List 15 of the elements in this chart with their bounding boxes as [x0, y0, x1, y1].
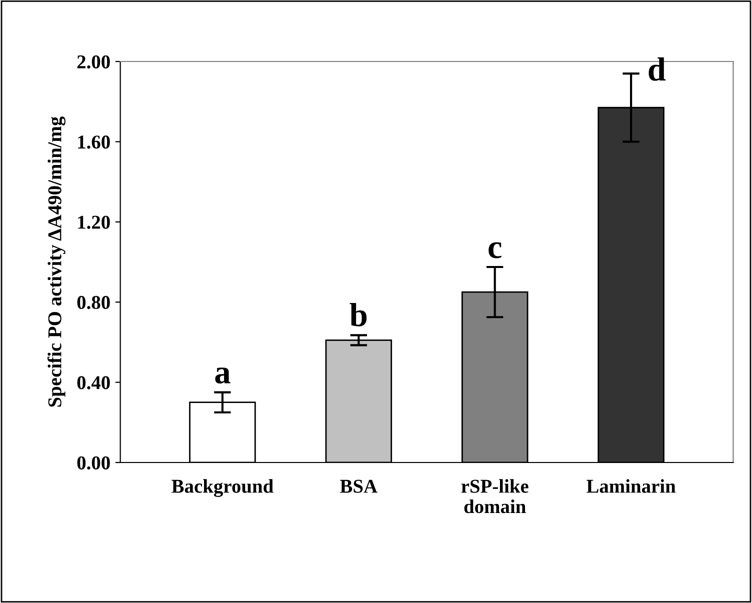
x-tick-label: BSA [340, 480, 378, 493]
x-tick-label: rSP-like domain [461, 479, 528, 514]
x-tick-label: Background [172, 479, 274, 497]
x-tick-label: Laminarin [586, 479, 676, 493]
y-tick-label: 0.80 [77, 296, 110, 310]
y-tick-label: 0.40 [77, 376, 110, 390]
y-tick-label: 1.20 [78, 216, 110, 229]
annotation: c [488, 242, 502, 258]
y-axis-title: Specific PO activity ΔA490/min/mg [47, 116, 66, 407]
y-tick-label: 1.60 [78, 136, 110, 149]
annotation: a [215, 368, 230, 384]
y-tick-label: 2.00 [77, 55, 110, 69]
y-tick-label: 0.00 [77, 456, 110, 470]
annotation: d [648, 57, 666, 81]
annotation: b [350, 302, 367, 326]
